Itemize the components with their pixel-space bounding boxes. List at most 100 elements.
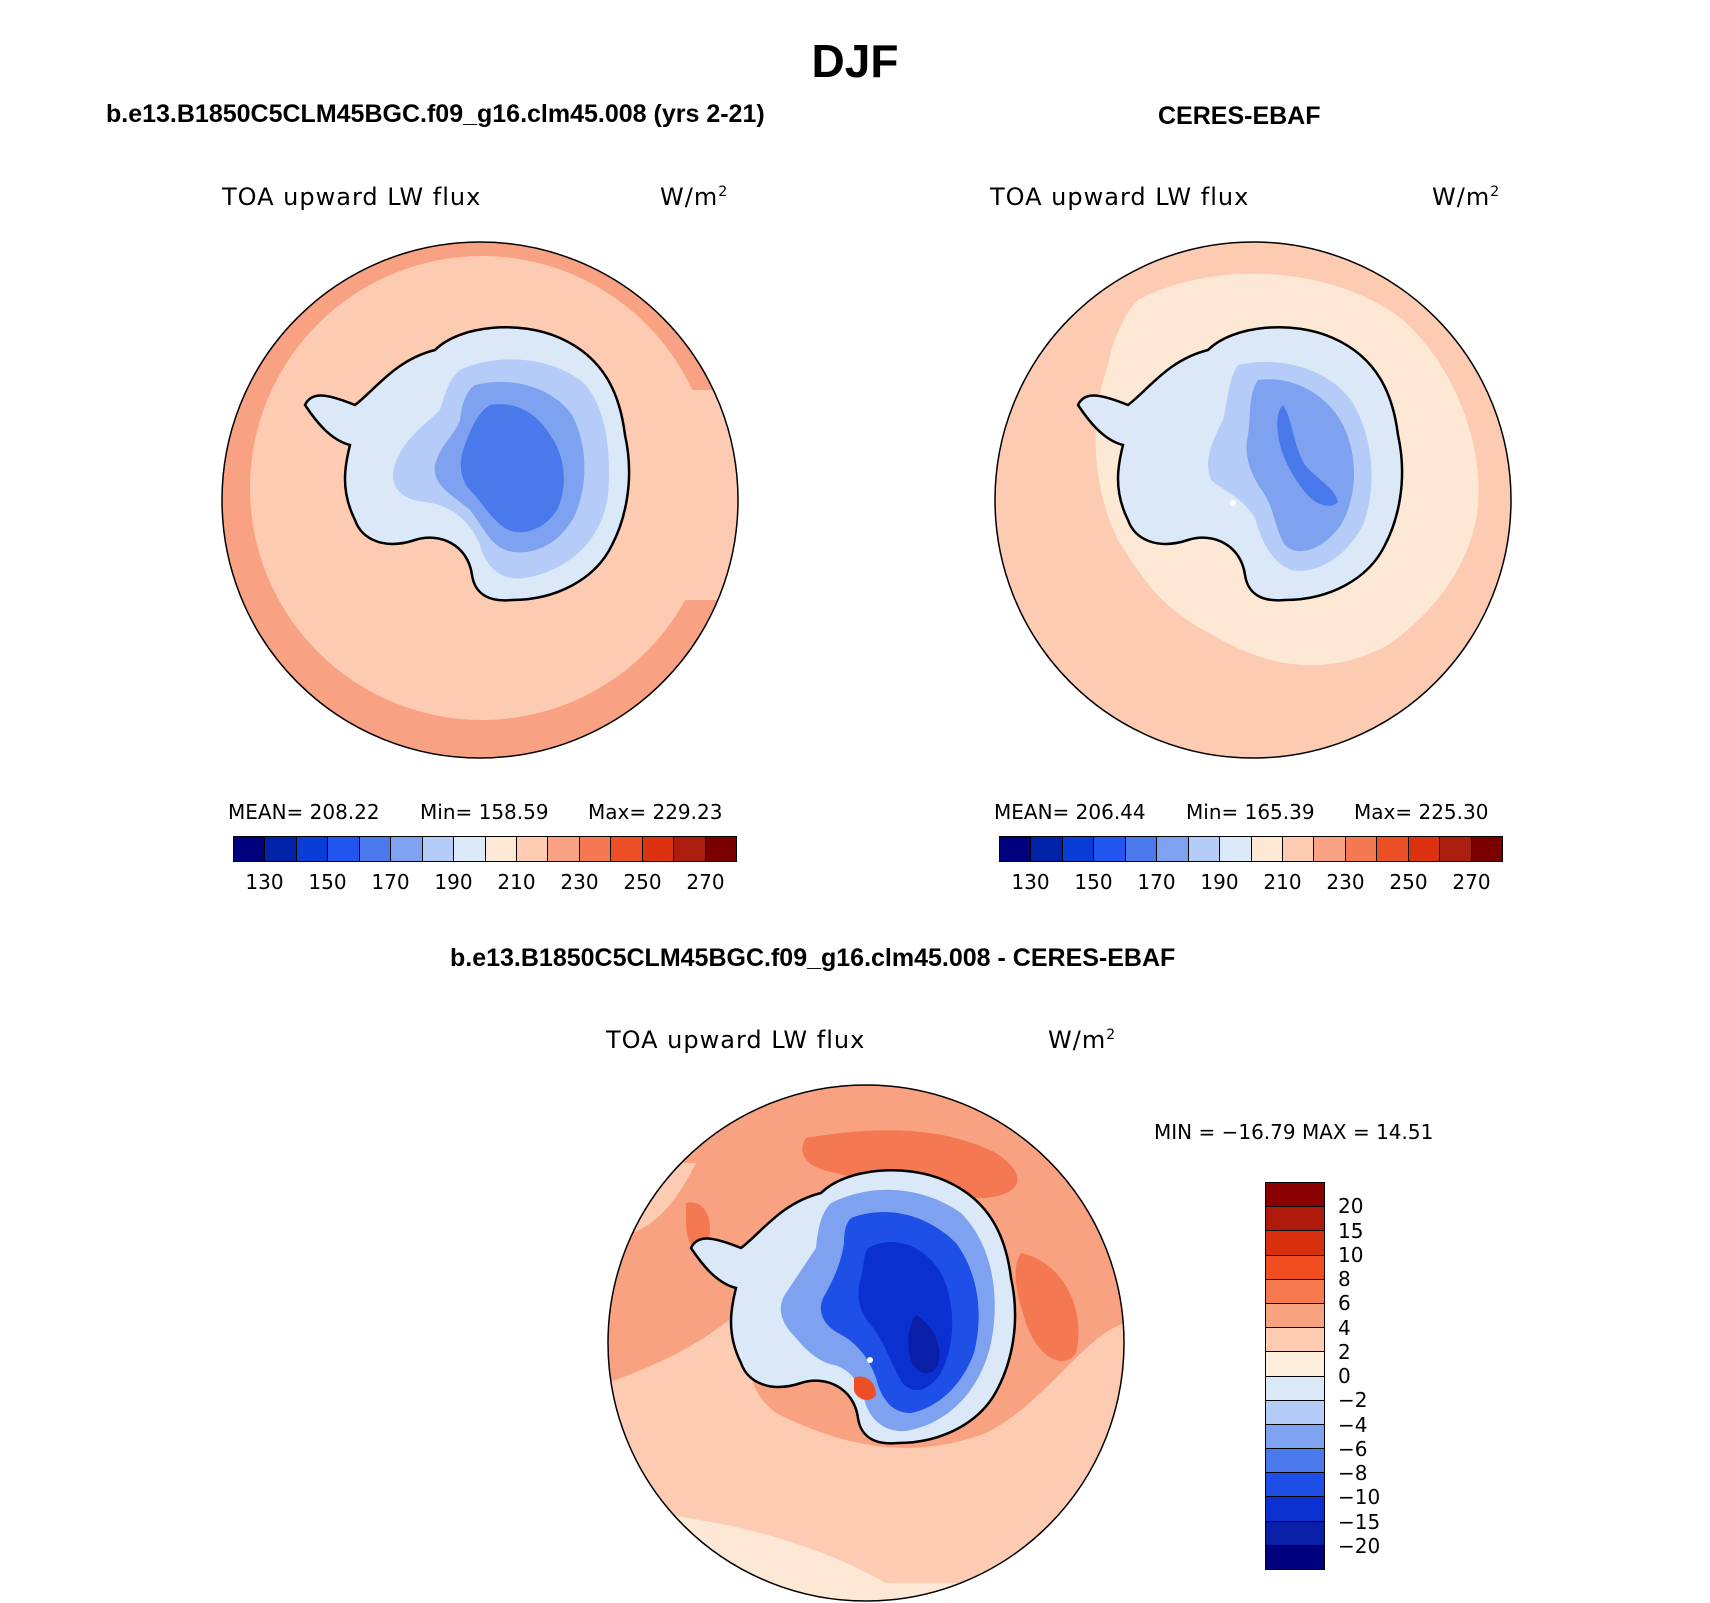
colorbar-tick-label: 130 — [245, 870, 284, 894]
panel2-colorbar-labels: 130 150 170 190 210 230 250 270 — [999, 870, 1503, 896]
colorbar-tick-label: 20 — [1338, 1194, 1364, 1219]
colorbar-tick-label: 0 — [1338, 1364, 1351, 1388]
colorbar-swatch — [1471, 837, 1502, 861]
colorbar-swatch — [359, 837, 392, 861]
colorbar-swatch — [296, 837, 329, 861]
colorbar-swatch — [422, 837, 455, 861]
colorbar-swatch — [1266, 1424, 1324, 1450]
colorbar-swatch — [265, 837, 297, 861]
panel1-units: W/m2 — [660, 183, 729, 211]
panel2-variable: TOA upward LW flux — [990, 183, 1250, 211]
colorbar-swatch — [1266, 1545, 1324, 1569]
panel1-min: Min= 158.59 — [420, 800, 549, 824]
colorbar-swatch — [1408, 837, 1441, 861]
panel3-title: b.e13.B1850C5CLM45BGC.f09_g16.clm45.008 … — [450, 944, 1176, 972]
colorbar-swatch — [548, 837, 580, 861]
colorbar-tick-label: 230 — [560, 870, 599, 894]
colorbar-tick-label: 270 — [1452, 870, 1491, 894]
colorbar-swatch — [454, 837, 486, 861]
panel1-variable: TOA upward LW flux — [222, 183, 482, 211]
colorbar-tick-label: 270 — [686, 870, 725, 894]
colorbar-tick-label: −8 — [1338, 1461, 1368, 1485]
colorbar-tick-label: 170 — [1137, 870, 1176, 894]
colorbar-swatch — [1000, 837, 1032, 861]
panel2-title: CERES-EBAF — [1158, 102, 1321, 130]
colorbar-swatch — [1266, 1376, 1324, 1401]
colorbar-tick-label: 170 — [371, 870, 410, 894]
panel1-colorbar-labels: 130 150 170 190 210 230 250 270 — [233, 870, 737, 896]
colorbar-tick-label: 250 — [1389, 870, 1428, 894]
colorbar-tick-label: −15 — [1338, 1509, 1381, 1534]
colorbar-swatch — [328, 837, 360, 861]
colorbar-tick-label: −2 — [1338, 1388, 1368, 1413]
colorbar-swatch — [1220, 837, 1252, 861]
colorbar-swatch — [1266, 1231, 1324, 1256]
colorbar-tick-label: 10 — [1338, 1242, 1364, 1267]
panel1-colorbar — [233, 836, 737, 862]
colorbar-tick-label: 15 — [1338, 1218, 1364, 1243]
panel2-colorbar — [999, 836, 1503, 862]
panel2-map — [994, 241, 1512, 759]
colorbar-tick-label: 150 — [1074, 870, 1113, 894]
colorbar-swatch — [1266, 1352, 1324, 1377]
colorbar-swatch — [516, 837, 549, 861]
colorbar-swatch — [705, 837, 736, 861]
colorbar-swatch — [1266, 1328, 1324, 1353]
colorbar-swatch — [1125, 837, 1158, 861]
colorbar-swatch — [674, 837, 706, 861]
colorbar-swatch — [1266, 1497, 1324, 1522]
colorbar-swatch — [642, 837, 675, 861]
colorbar-swatch — [1266, 1400, 1324, 1425]
colorbar-tick-label: −6 — [1338, 1436, 1368, 1461]
colorbar-tick-label: 2 — [1338, 1339, 1351, 1364]
colorbar-swatch — [1282, 837, 1315, 861]
colorbar-tick-label: −10 — [1338, 1485, 1381, 1510]
panel1-mean: MEAN= 208.22 — [228, 800, 380, 824]
colorbar-tick-label: 130 — [1011, 870, 1050, 894]
colorbar-swatch — [1031, 837, 1063, 861]
colorbar-swatch — [1266, 1449, 1324, 1474]
panel3-colorbar-labels: 20 15 10 8 6 4 2 0 −2 −4 −6 −8 −10 −15 −20 — [1338, 1182, 1418, 1570]
colorbar-tick-label: 250 — [623, 870, 662, 894]
colorbar-swatch — [1377, 837, 1409, 861]
colorbar-swatch — [1266, 1255, 1324, 1280]
panel2-units: W/m2 — [1432, 183, 1501, 211]
colorbar-tick-label: 150 — [308, 870, 347, 894]
colorbar-swatch — [1251, 837, 1283, 861]
panel3-units: W/m2 — [1048, 1026, 1117, 1054]
colorbar-swatch — [1266, 1303, 1324, 1329]
colorbar-swatch — [1266, 1207, 1324, 1232]
colorbar-tick-label: 4 — [1338, 1315, 1351, 1340]
colorbar-tick-label: 190 — [434, 870, 473, 894]
panel3-minmax: MIN = −16.79 MAX = 14.51 — [1154, 1120, 1434, 1144]
colorbar-swatch — [1062, 837, 1095, 861]
colorbar-swatch — [1345, 837, 1378, 861]
colorbar-swatch — [1266, 1183, 1324, 1208]
colorbar-tick-label: 190 — [1200, 870, 1239, 894]
colorbar-swatch — [485, 837, 517, 861]
colorbar-tick-label: 230 — [1326, 870, 1365, 894]
panel1-max: Max= 229.23 — [588, 800, 723, 824]
colorbar-swatch — [1188, 837, 1221, 861]
colorbar-swatch — [1266, 1279, 1324, 1304]
panel3-map — [607, 1084, 1125, 1602]
colorbar-tick-label: −4 — [1338, 1412, 1368, 1437]
colorbar-swatch — [1266, 1521, 1324, 1546]
colorbar-tick-label: 8 — [1338, 1267, 1351, 1291]
colorbar-tick-label: 6 — [1338, 1291, 1351, 1316]
colorbar-swatch — [611, 837, 643, 861]
panel3-variable: TOA upward LW flux — [606, 1026, 866, 1054]
colorbar-swatch — [234, 837, 266, 861]
colorbar-swatch — [1266, 1473, 1324, 1498]
panel1-map — [221, 241, 739, 759]
colorbar-tick-label: −20 — [1338, 1533, 1381, 1558]
panel2-max: Max= 225.30 — [1354, 800, 1489, 824]
colorbar-swatch — [1440, 837, 1472, 861]
panel2-min: Min= 165.39 — [1186, 800, 1315, 824]
colorbar-tick-label: 210 — [497, 870, 536, 894]
colorbar-swatch — [1157, 837, 1189, 861]
colorbar-tick-label: 210 — [1263, 870, 1302, 894]
page-title: DJF — [811, 35, 899, 87]
panel2-mean: MEAN= 206.44 — [994, 800, 1146, 824]
colorbar-swatch — [391, 837, 423, 861]
